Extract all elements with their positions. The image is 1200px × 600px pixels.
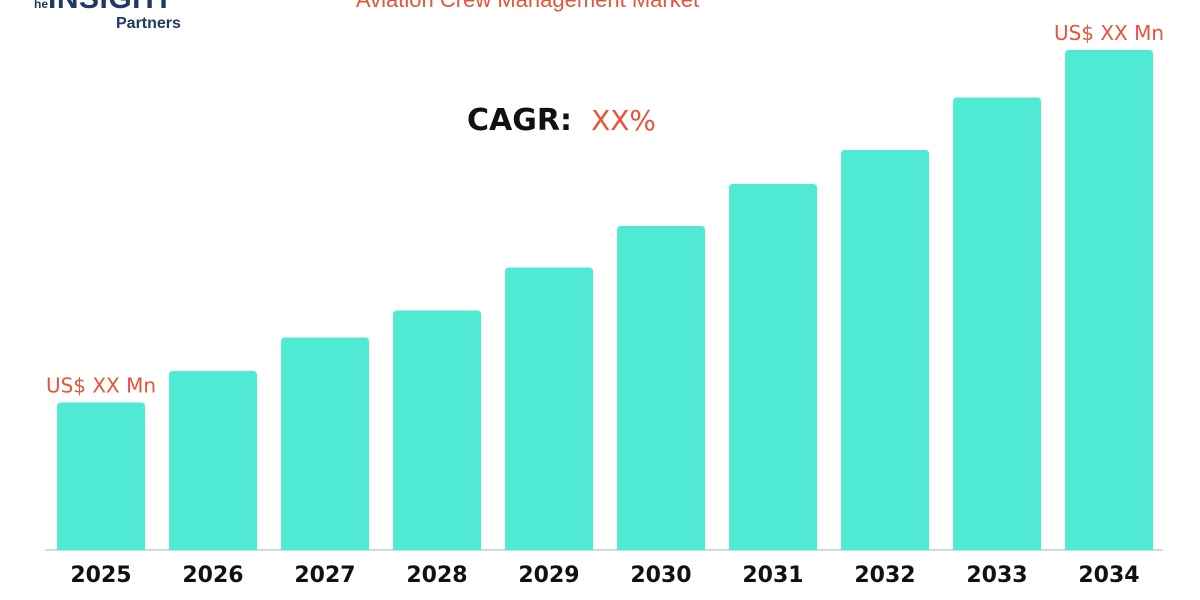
bar-2034 — [1065, 50, 1153, 550]
insight-partners-logo: The INSIGHT Partners — [34, 0, 204, 36]
bar-2025 — [57, 402, 145, 550]
x-tick-label-2032: 2032 — [854, 563, 915, 588]
logo-the-text: The — [34, 0, 49, 11]
x-tick-labels: 2025 2026 2027 2028 2029 2030 2031 2032 2033 2034 — [70, 563, 1139, 588]
x-tick-label-2026: 2026 — [182, 563, 243, 588]
bar-2030 — [617, 226, 705, 550]
value-annotations: US$ XX Mn US$ XX Mn — [46, 21, 1164, 398]
logo-brand-text: INSIGHT — [48, 0, 173, 14]
x-tick-label-2028: 2028 — [406, 563, 467, 588]
value-annotation-2025: US$ XX Mn — [46, 374, 156, 398]
bar-2028 — [393, 310, 481, 550]
value-annotation-2034: US$ XX Mn — [1054, 21, 1164, 45]
bars-group — [57, 50, 1153, 550]
x-tick-label-2030: 2030 — [630, 563, 691, 588]
x-tick-label-2029: 2029 — [518, 563, 579, 588]
x-tick-label-2033: 2033 — [966, 563, 1027, 588]
cagr-callout: CAGR: XX% — [467, 103, 656, 138]
chart-title: Aviation Crew Management Market — [0, 0, 1055, 13]
x-tick-label-2027: 2027 — [294, 563, 355, 588]
bar-2029 — [505, 267, 593, 550]
x-tick-label-2025: 2025 — [70, 563, 131, 588]
bar-2026 — [169, 371, 257, 550]
x-tick-label-2031: 2031 — [742, 563, 803, 588]
logo-partners-text: Partners — [116, 15, 181, 32]
x-tick-label-2034: 2034 — [1078, 563, 1139, 588]
bar-2027 — [281, 337, 369, 550]
cagr-value: XX% — [591, 104, 657, 137]
cagr-label: CAGR: — [467, 103, 572, 138]
bar-2031 — [729, 184, 817, 550]
bar-2033 — [953, 97, 1041, 550]
bar-2032 — [841, 150, 929, 550]
